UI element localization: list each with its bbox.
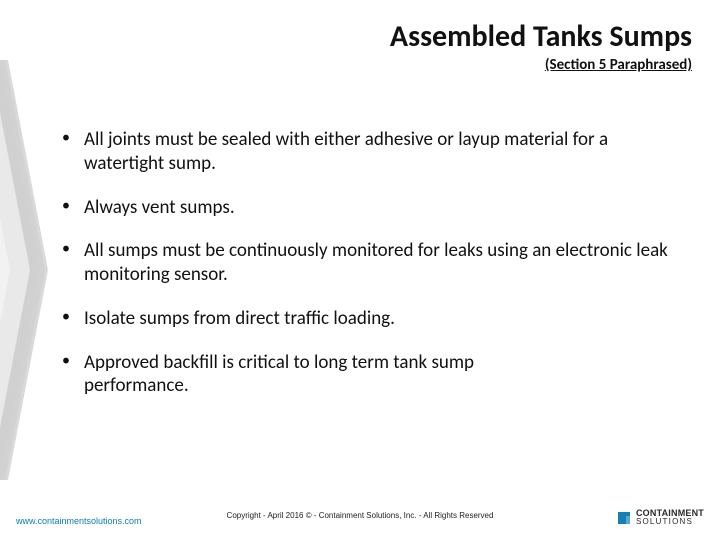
company-logo: CONTAINMENT SOLUTIONS [616,509,704,526]
list-item: All joints must be sealed with either ad… [58,128,680,176]
slide-title: Assembled Tanks Sumps [390,18,692,55]
list-item: All sumps must be continuously monitored… [58,239,680,287]
bullet-list: All joints must be sealed with either ad… [58,128,680,418]
background-chevron [0,60,50,480]
list-item: Approved backfill is critical to long te… [58,351,478,399]
list-item: Isolate sumps from direct traffic loadin… [58,307,680,331]
list-item: Always vent sumps. [58,196,680,220]
logo-text-bottom: SOLUTIONS [636,518,704,526]
slide-subtitle: (Section 5 Paraphrased) [545,56,692,74]
footer: www.containmentsolutions.com Copyright -… [0,504,720,526]
footer-url: www.containmentsolutions.com [16,516,142,526]
logo-icon [616,510,632,526]
